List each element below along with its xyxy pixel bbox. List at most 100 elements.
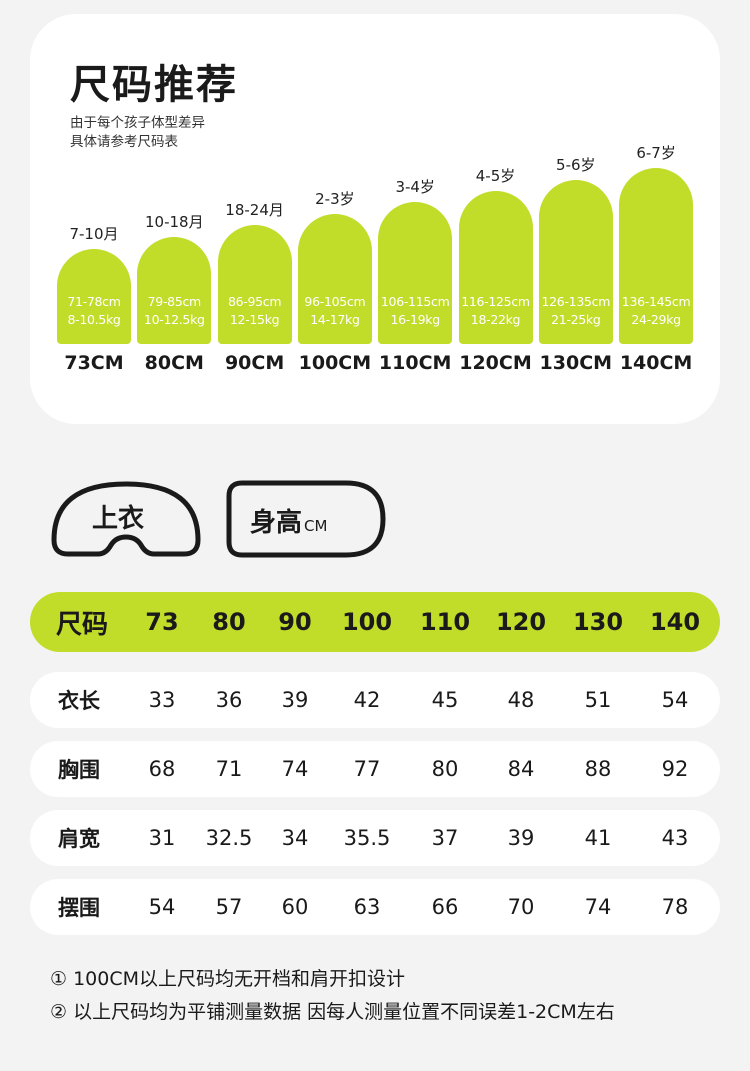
table-cell: 31 — [148, 826, 176, 850]
header-cell: 80 — [212, 608, 246, 636]
pill-ranges: 79-85cm 10-12.5kg — [131, 293, 217, 329]
weight-range: 24-29kg — [631, 312, 681, 327]
table-cell: 84 — [507, 757, 535, 781]
pill-ranges: 106-115cm 16-19kg — [372, 293, 458, 329]
weight-range: 10-12.5kg — [143, 312, 205, 327]
weight-range: 14-17kg — [310, 312, 360, 327]
table-cell: 35.5 — [343, 826, 391, 850]
pill-ranges: 86-95cm 12-15kg — [212, 293, 298, 329]
table-cell: 68 — [148, 757, 176, 781]
tab-top-label: 上衣 — [92, 504, 145, 534]
table-cell: 45 — [431, 688, 459, 712]
weight-range: 16-19kg — [390, 312, 440, 327]
height-range: 79-85cm — [147, 294, 202, 309]
note-1: ① 100CM以上尺码均无开档和肩开扣设计 — [50, 968, 405, 990]
size-label: 73CM — [64, 352, 124, 374]
subtitle-line: 具体请参考尺码表 — [70, 134, 178, 150]
header-cell: 120 — [495, 608, 547, 636]
table-cell: 32.5 — [205, 826, 253, 850]
size-label: 110CM — [378, 352, 452, 374]
height-range: 86-95cm — [227, 294, 282, 309]
tab-height-shape — [226, 480, 386, 558]
table-row: 肩宽 31 32.5 34 35.5 37 39 41 43 — [30, 810, 720, 866]
page-title: 尺码推荐 — [70, 62, 238, 108]
age-label: 6-7岁 — [636, 144, 676, 162]
table-cell: 63 — [353, 895, 381, 919]
header-cell: 100 — [341, 608, 393, 636]
table-cell: 78 — [661, 895, 689, 919]
row-label: 胸围 — [58, 758, 100, 782]
size-label: 140CM — [619, 352, 693, 374]
size-pill-shape — [378, 202, 453, 344]
size-label: 80CM — [144, 352, 204, 374]
row-label: 衣长 — [58, 689, 100, 713]
age-label: 7-10月 — [69, 225, 119, 243]
weight-range: 8-10.5kg — [67, 312, 121, 327]
size-label: 90CM — [224, 352, 285, 374]
table-cell: 74 — [281, 757, 309, 781]
table-cell: 92 — [661, 757, 689, 781]
age-label: 10-18月 — [145, 213, 204, 231]
header-cell: 90 — [278, 608, 312, 636]
height-range: 106-115cm — [380, 294, 450, 309]
size-label: 100CM — [298, 352, 372, 374]
table-cell: 34 — [281, 826, 309, 850]
table-cell: 80 — [431, 757, 459, 781]
height-range: 116-125cm — [461, 294, 530, 309]
table-cell: 41 — [584, 826, 612, 850]
note-2: ② 以上尺码均为平铺测量数据 因每人测量位置不同误差1-2CM左右 — [50, 1001, 615, 1023]
row-label: 摆围 — [58, 896, 100, 920]
tab-height-label: 身高 CM — [250, 502, 327, 539]
age-label: 18-24月 — [225, 201, 284, 219]
table-cell: 60 — [281, 895, 309, 919]
pill-ranges: 136-145cm 24-29kg — [613, 293, 699, 329]
table-cell: 88 — [584, 757, 612, 781]
size-pill-shape — [217, 225, 292, 344]
table-cell: 42 — [353, 688, 381, 712]
table-cell: 66 — [431, 895, 459, 919]
tab-top[interactable]: 上衣 — [50, 478, 202, 560]
table-cell: 51 — [584, 688, 612, 712]
table-row: 摆围 54 57 60 63 66 70 74 78 — [30, 879, 720, 935]
size-label: 130CM — [539, 352, 613, 374]
header-cell: 130 — [572, 608, 624, 636]
subtitle-line: 由于每个孩子体型差异 — [70, 115, 205, 131]
height-range: 71-78cm — [67, 294, 121, 309]
pill-ranges: 116-125cm 18-22kg — [453, 293, 539, 329]
table-cell: 48 — [507, 688, 535, 712]
table-cell: 74 — [584, 895, 612, 919]
size-pill-shape — [57, 249, 131, 344]
table-cell: 77 — [353, 757, 381, 781]
table-header-row: 尺码 73 80 90 100 110 120 130 140 — [30, 592, 720, 652]
pill-ranges: 71-78cm 8-10.5kg — [51, 293, 137, 329]
age-label: 3-4岁 — [395, 178, 435, 196]
tab-height-unit: CM — [304, 517, 328, 535]
height-range: 96-105cm — [304, 294, 366, 309]
age-label: 2-3岁 — [315, 190, 355, 208]
size-pill-shape — [538, 180, 613, 344]
table-cell: 71 — [215, 757, 243, 781]
table-row: 胸围 68 71 74 77 80 84 88 92 — [30, 741, 720, 797]
table-cell: 43 — [661, 826, 689, 850]
tab-height[interactable]: 身高 CM — [226, 480, 386, 558]
table-cell: 54 — [661, 688, 689, 712]
table-cell: 70 — [507, 895, 535, 919]
header-cell: 73 — [145, 608, 179, 636]
row-label: 肩宽 — [58, 827, 100, 851]
subtitle: 由于每个孩子体型差异 具体请参考尺码表 — [70, 114, 205, 152]
table-header-label: 尺码 — [56, 609, 109, 640]
height-range: 126-135cm — [541, 294, 611, 309]
header-cell: 110 — [419, 608, 471, 636]
table-row: 衣长 33 36 39 42 45 48 51 54 — [30, 672, 720, 728]
weight-range: 18-22kg — [470, 312, 521, 327]
size-label: 120CM — [459, 352, 532, 374]
size-pill-shape — [619, 168, 694, 344]
weight-range: 21-25kg — [551, 312, 601, 327]
size-pill-shape — [458, 191, 533, 344]
age-label: 4-5岁 — [475, 167, 516, 185]
table-cell: 54 — [148, 895, 176, 919]
age-label: 5-6岁 — [556, 156, 596, 174]
tab-top-shape — [51, 481, 201, 557]
pill-ranges: 126-135cm 21-25kg — [533, 293, 619, 329]
weight-range: 12-15kg — [229, 312, 280, 327]
